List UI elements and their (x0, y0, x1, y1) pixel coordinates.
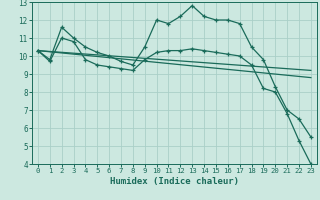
X-axis label: Humidex (Indice chaleur): Humidex (Indice chaleur) (110, 177, 239, 186)
